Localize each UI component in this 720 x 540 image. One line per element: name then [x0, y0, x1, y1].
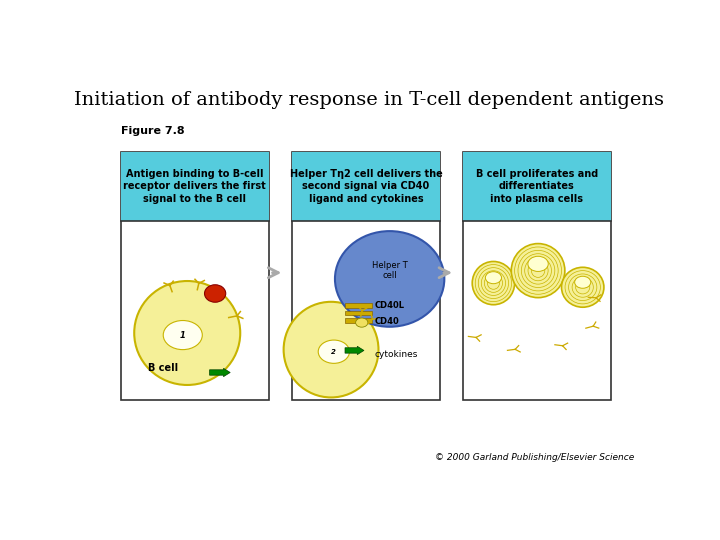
Text: B cell proliferates and
differentiates
into plasma cells: B cell proliferates and differentiates i… [475, 169, 598, 204]
Bar [292, 152, 440, 400]
Bar [121, 152, 269, 400]
Circle shape [575, 276, 591, 288]
Ellipse shape [335, 231, 444, 327]
Ellipse shape [284, 302, 379, 397]
Ellipse shape [511, 244, 565, 298]
Text: B cell: B cell [148, 363, 179, 373]
Ellipse shape [204, 285, 226, 302]
Text: Helper T
cell: Helper T cell [372, 261, 408, 280]
Text: Initiation of antibody response in T-cell dependent antigens: Initiation of antibody response in T-cel… [74, 91, 664, 109]
Bar [345, 303, 372, 308]
FancyArrow shape [345, 346, 364, 355]
Circle shape [485, 272, 502, 284]
Ellipse shape [562, 267, 604, 307]
Bar [345, 319, 372, 322]
Ellipse shape [472, 261, 515, 305]
Bar [345, 311, 372, 315]
Circle shape [163, 321, 202, 349]
Bar [121, 152, 269, 221]
Text: Antigen binding to B-cell
receptor delivers the first
signal to the B cell: Antigen binding to B-cell receptor deliv… [123, 169, 266, 204]
Bar [463, 152, 611, 221]
Ellipse shape [134, 281, 240, 385]
Text: CD40L: CD40L [374, 301, 405, 310]
FancyArrow shape [210, 368, 230, 377]
Text: Helper Tη2 cell delivers the
second signal via CD40
ligand and cytokines: Helper Tη2 cell delivers the second sign… [289, 169, 442, 204]
Text: 1: 1 [180, 330, 186, 340]
Circle shape [318, 340, 349, 363]
Bar [463, 152, 611, 400]
Text: Figure 7.8: Figure 7.8 [121, 126, 184, 136]
Text: © 2000 Garland Publishing/Elsevier Science: © 2000 Garland Publishing/Elsevier Scien… [435, 453, 634, 462]
Text: CD40: CD40 [374, 317, 400, 326]
Bar [292, 152, 440, 221]
Text: 2: 2 [331, 349, 336, 355]
Circle shape [528, 256, 548, 272]
Text: cytokines: cytokines [374, 350, 418, 359]
Circle shape [356, 318, 368, 327]
